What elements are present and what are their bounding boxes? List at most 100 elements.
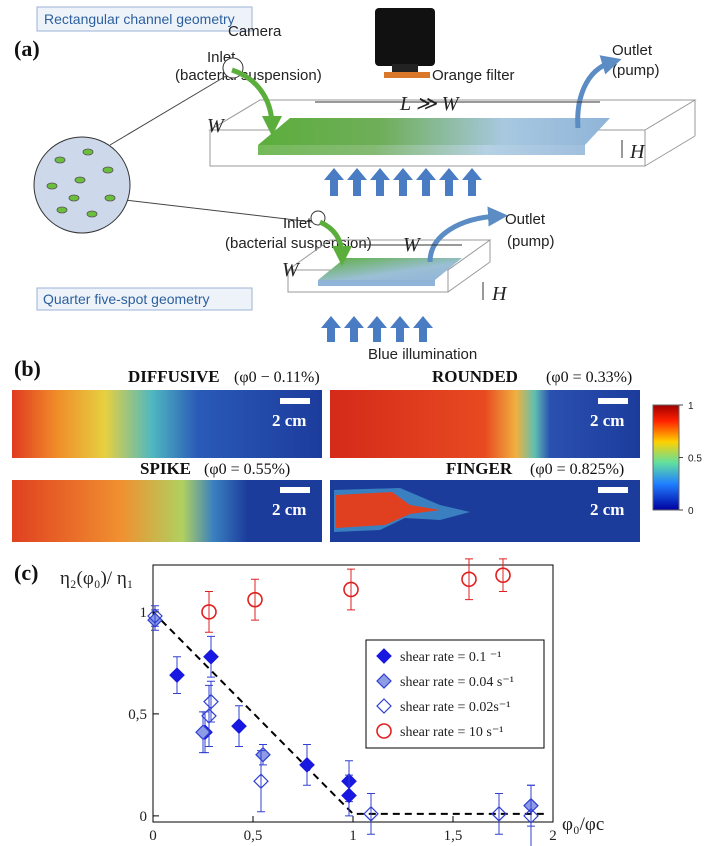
outlet-arrow [427,206,508,263]
label: Camera [228,23,282,40]
marker [299,757,315,773]
panel-a: Rectangular channel geometry (a) Camera … [14,6,697,363]
label: (pump) [507,233,555,250]
error-bar [205,591,213,633]
x-tick-label: 2 [549,828,557,844]
error-bar [495,792,503,835]
marker [231,718,247,734]
legend-label: shear rate = 0.1 ⁻¹ [400,650,502,665]
image-title: DIFFUSIVE [128,367,220,386]
image [12,390,322,458]
colorbar [652,404,680,511]
marker [491,805,507,822]
filter [384,72,430,78]
illumination-arrows [324,168,482,196]
guide-line [152,611,547,815]
marker [169,667,185,683]
marker [247,591,263,608]
error-bar [257,750,265,813]
edge [447,261,491,293]
marker [495,567,511,583]
error-bar [347,568,355,611]
marker [203,693,219,710]
marker [461,571,477,588]
label: (pump) [612,62,660,79]
geometry-title: Quarter five-spot geometry [43,291,210,307]
title-box [36,6,253,32]
label: W [403,234,422,256]
legend-marker [376,698,392,714]
marker [201,604,217,620]
y-tick-label: 0,5 [128,707,147,723]
marker [523,808,539,824]
panel-label: (c) [14,560,38,585]
label: W [282,259,301,281]
legend-box [365,639,545,749]
legend-marker [376,648,392,664]
label: W [207,115,226,137]
label: Outlet [612,42,653,59]
error-bar [527,784,535,846]
label: Blue illumination [368,346,477,363]
y-tick-label: 0 [140,809,148,825]
legend-label: shear rate = 0.02s⁻¹ [400,700,510,715]
illumination-arrows [321,316,433,342]
image-title: ROUNDED [432,367,518,386]
marker [341,787,357,804]
image [330,390,640,458]
legend-marker [376,723,392,739]
label: Outlet [505,211,546,228]
colorbar-tick-label: 0 [688,506,694,517]
label: H [629,141,646,163]
error-bar [251,578,259,621]
finger [336,492,440,528]
panel-b: (b) DIFFUSIVE (φ0 − 0.11%) ROUNDED (φ0 =… [12,356,680,542]
x-axis-label: φ₀/φc [562,814,604,835]
camera [375,8,435,66]
panel-label: (b) [14,356,41,381]
geometry-title: Rectangular channel geometry [44,11,235,27]
inlet-arrow [318,219,352,266]
y-tick-label: 1 [140,605,148,621]
legend-marker [376,673,392,689]
zoom-line [124,199,313,223]
zoom-line [109,75,227,146]
title-box [36,287,253,311]
legend-label: shear rate = 0.04 s⁻¹ [400,675,514,690]
marker [195,724,211,741]
label: (bacterial suspension) [225,235,372,252]
image-condition: (φ0 − 0.11%) [234,369,320,386]
label: H [491,283,508,305]
scale-bar [280,487,310,493]
colorbar-tick-label: 0.5 [688,454,702,465]
fluid [318,258,462,280]
image-title: SPIKE [140,459,191,478]
scale-bar [598,487,628,493]
outlet-arrow [575,55,622,129]
error-bar [465,558,473,601]
edge [644,135,696,167]
marker [255,746,271,763]
marker [363,805,379,822]
marker [147,608,163,624]
x-tick-label: 0 [149,828,157,844]
x-tick-label: 1 [349,828,357,844]
lens [392,64,418,72]
y-axis-label: η₂(φ₀)/ η₁ [60,568,133,589]
scale-label: 2 cm [272,500,306,519]
error-bar [367,792,375,835]
image-condition: (φ0 = 0.825%) [530,461,624,478]
x-tick-label: 1,5 [444,828,463,844]
label: Inlet [283,215,312,232]
image-title: FINGER [446,459,513,478]
error-bar [207,680,215,723]
scale-bar [598,398,628,404]
scale-label: 2 cm [590,500,624,519]
inlet-arrow [231,67,282,136]
error-bar [205,684,213,748]
image [12,480,322,542]
fluid-front [258,145,585,155]
panel-c: (c) η₂(φ₀)/ η₁ φ₀/φc 0 0,5 1 1,5 2 0 0,5 1 shear… [14,558,604,846]
marker [203,648,219,665]
